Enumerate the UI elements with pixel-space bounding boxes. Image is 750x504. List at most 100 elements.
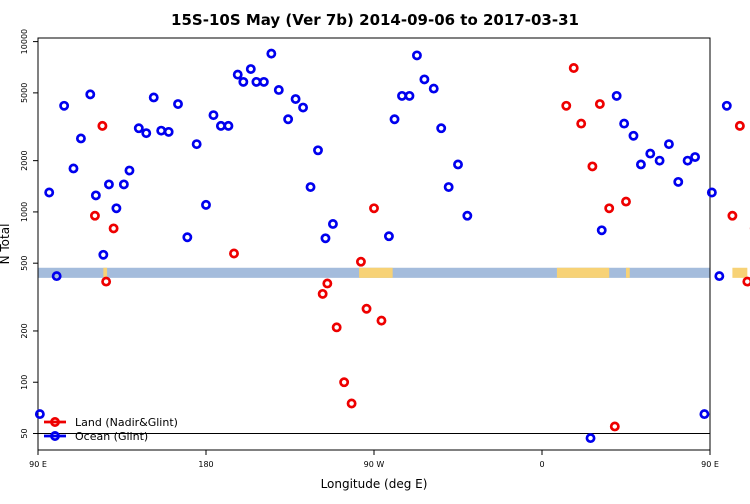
x-tick-label: 90 E: [29, 460, 47, 469]
land-band: [556, 267, 610, 278]
ocean-point: [208, 110, 219, 121]
ocean-point: [699, 409, 710, 420]
land-point: [587, 161, 598, 172]
ocean-point: [68, 163, 79, 174]
ocean-point: [98, 249, 109, 260]
land-point: [727, 210, 738, 221]
land-point: [604, 203, 615, 214]
land-point: [346, 398, 357, 409]
ocean-point: [389, 114, 400, 125]
y-tick-label: 1000: [20, 202, 29, 222]
data-points: [34, 48, 750, 444]
ocean-point: [156, 125, 167, 136]
ocean-point: [85, 89, 96, 100]
ocean-point: [111, 203, 122, 214]
ocean-point: [51, 271, 62, 282]
ocean-point: [283, 114, 294, 125]
ocean-point: [238, 76, 249, 87]
x-axis-label: Longitude (deg E): [321, 477, 428, 491]
ocean-point: [411, 50, 422, 61]
land-point: [108, 223, 119, 234]
ocean-point: [313, 145, 323, 156]
ocean-point: [141, 128, 152, 139]
ocean-point: [654, 155, 665, 166]
x-tick-label: 90 E: [701, 460, 719, 469]
ocean-point: [663, 139, 674, 150]
ocean-point: [90, 190, 101, 201]
legend-marker: [50, 431, 60, 441]
land-point: [369, 203, 379, 214]
land-point: [376, 315, 387, 326]
land-point: [561, 100, 572, 111]
ocean-point: [706, 187, 717, 198]
ocean-point: [443, 182, 454, 192]
land-point: [339, 377, 350, 388]
y-axis-label: N Total: [0, 224, 12, 265]
ocean-point: [628, 130, 639, 141]
land-band: [103, 267, 108, 278]
ocean-point: [428, 83, 439, 94]
land-band: [732, 267, 748, 278]
ocean-point: [163, 126, 174, 137]
land-band: [359, 267, 393, 278]
ocean-point: [75, 133, 86, 144]
x-axis: 90 E 180 90 W 0 90 E: [29, 450, 719, 469]
land-point: [317, 288, 328, 299]
ocean-point: [59, 100, 70, 111]
y-tick-label: 10000: [20, 29, 29, 54]
y-tick-label: 500: [20, 256, 29, 271]
legend-marker: [50, 417, 60, 427]
land-point: [229, 248, 239, 259]
ocean-point: [182, 232, 193, 243]
ocean-point: [44, 187, 55, 198]
ocean-point: [305, 182, 316, 192]
ocean-point: [596, 225, 607, 236]
y-tick-label: 5000: [20, 83, 29, 103]
land-point: [101, 276, 112, 287]
land-point: [331, 322, 342, 333]
ocean-point: [223, 120, 234, 131]
land-point: [594, 99, 605, 109]
ocean-point: [266, 48, 277, 59]
land-point: [89, 210, 100, 221]
land-point: [621, 196, 631, 207]
ocean-point: [436, 123, 447, 134]
land-point: [609, 421, 620, 432]
x-tick-label: 180: [198, 460, 213, 469]
ocean-point: [273, 85, 284, 95]
ocean-point: [682, 155, 693, 166]
ocean-point: [721, 100, 732, 111]
ocean-point: [201, 199, 211, 210]
land-band: [626, 267, 630, 278]
land-point: [97, 120, 108, 131]
legend-label: Ocean (Glint): [75, 430, 148, 443]
ocean-point: [298, 102, 309, 113]
plot-frame: [37, 37, 711, 451]
ocean-point: [245, 64, 256, 75]
ocean-point: [611, 90, 622, 101]
ocean-point: [173, 99, 183, 109]
ocean-point: [383, 231, 394, 242]
ocean-point: [690, 152, 701, 162]
ocean-point: [673, 176, 684, 187]
ocean-point: [404, 90, 415, 101]
ocean-point: [290, 94, 301, 104]
map-band: [38, 267, 748, 278]
ocean-point: [320, 233, 331, 244]
ocean-point: [133, 123, 144, 134]
ocean-point: [148, 92, 159, 103]
y-axis: 50 100 200 500 1000 2000 5000 10000: [20, 29, 38, 439]
legend-label: Land (Nadir&Glint): [75, 416, 178, 429]
ocean-point: [619, 118, 630, 129]
ocean-point: [118, 179, 129, 190]
land-point: [361, 303, 372, 314]
land-point: [734, 120, 745, 131]
ocean-point: [419, 74, 430, 85]
land-point: [568, 63, 579, 73]
land-point: [322, 278, 333, 289]
ocean-point: [34, 409, 45, 420]
ocean-point: [258, 76, 269, 87]
ocean-point: [635, 159, 646, 170]
x-tick-label: 0: [539, 460, 544, 469]
